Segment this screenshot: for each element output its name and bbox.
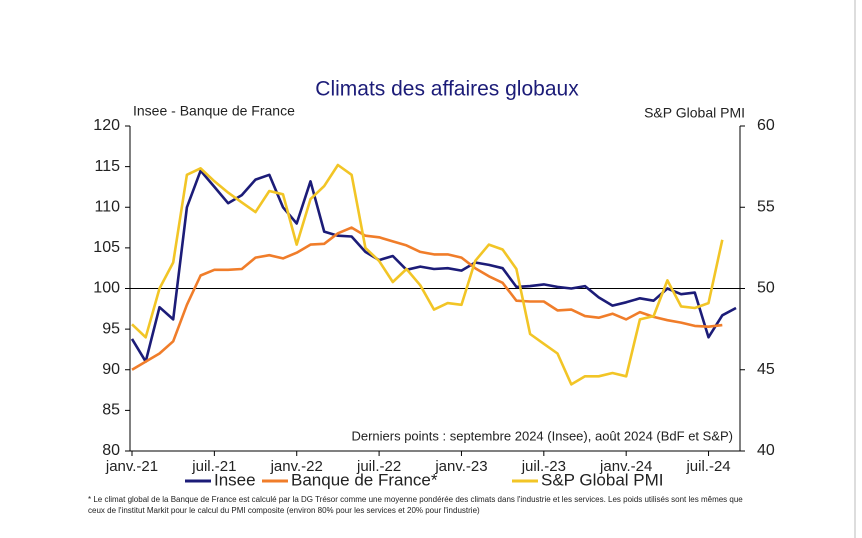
series-line	[130, 169, 737, 363]
y-tick-label: 100	[93, 280, 120, 297]
chart-title: Climats des affaires globaux	[315, 78, 579, 101]
x-tick-label: juil.-21	[191, 458, 236, 475]
x-tick-label: janv.-24	[599, 458, 652, 475]
footnote: * Le climat global de la Banque de Franc…	[88, 495, 743, 515]
x-tick-label: juil.-23	[521, 458, 566, 475]
y-tick-label: 115	[94, 158, 120, 175]
x-tick-label: janv.-21	[105, 458, 158, 475]
y2-axis-title: S&P Global PMI	[644, 105, 745, 121]
legend-label: Banque de France*	[291, 470, 438, 489]
y2-tick-label: 50	[757, 280, 775, 297]
y2-tick-label: 60	[757, 117, 775, 134]
annotation: Derniers points : septembre 2024 (Insee)…	[351, 428, 733, 443]
x-tick-label: janv.-23	[434, 458, 487, 475]
y-tick-label: 85	[102, 402, 120, 419]
y-tick-label: 90	[102, 361, 120, 378]
x-tick-label: juil.-22	[356, 458, 401, 475]
y-tick-label: 120	[93, 117, 120, 134]
y-tick-label: 105	[93, 239, 120, 256]
y-tick-label: 95	[102, 320, 120, 337]
y-tick-label: 80	[102, 442, 120, 459]
legend-label: Insee	[214, 470, 256, 489]
x-tick-label: juil.-24	[685, 458, 730, 475]
series-line	[131, 163, 724, 386]
legend-label: S&P Global PMI	[541, 470, 664, 489]
x-tick-label: janv.-22	[270, 458, 323, 475]
series-line	[131, 226, 723, 371]
y2-tick-label: 40	[757, 442, 775, 459]
y2-tick-label: 55	[757, 198, 775, 215]
y-tick-label: 110	[94, 198, 120, 215]
y-axis-title: Insee - Banque de France	[133, 103, 295, 119]
y2-tick-label: 45	[757, 361, 775, 378]
